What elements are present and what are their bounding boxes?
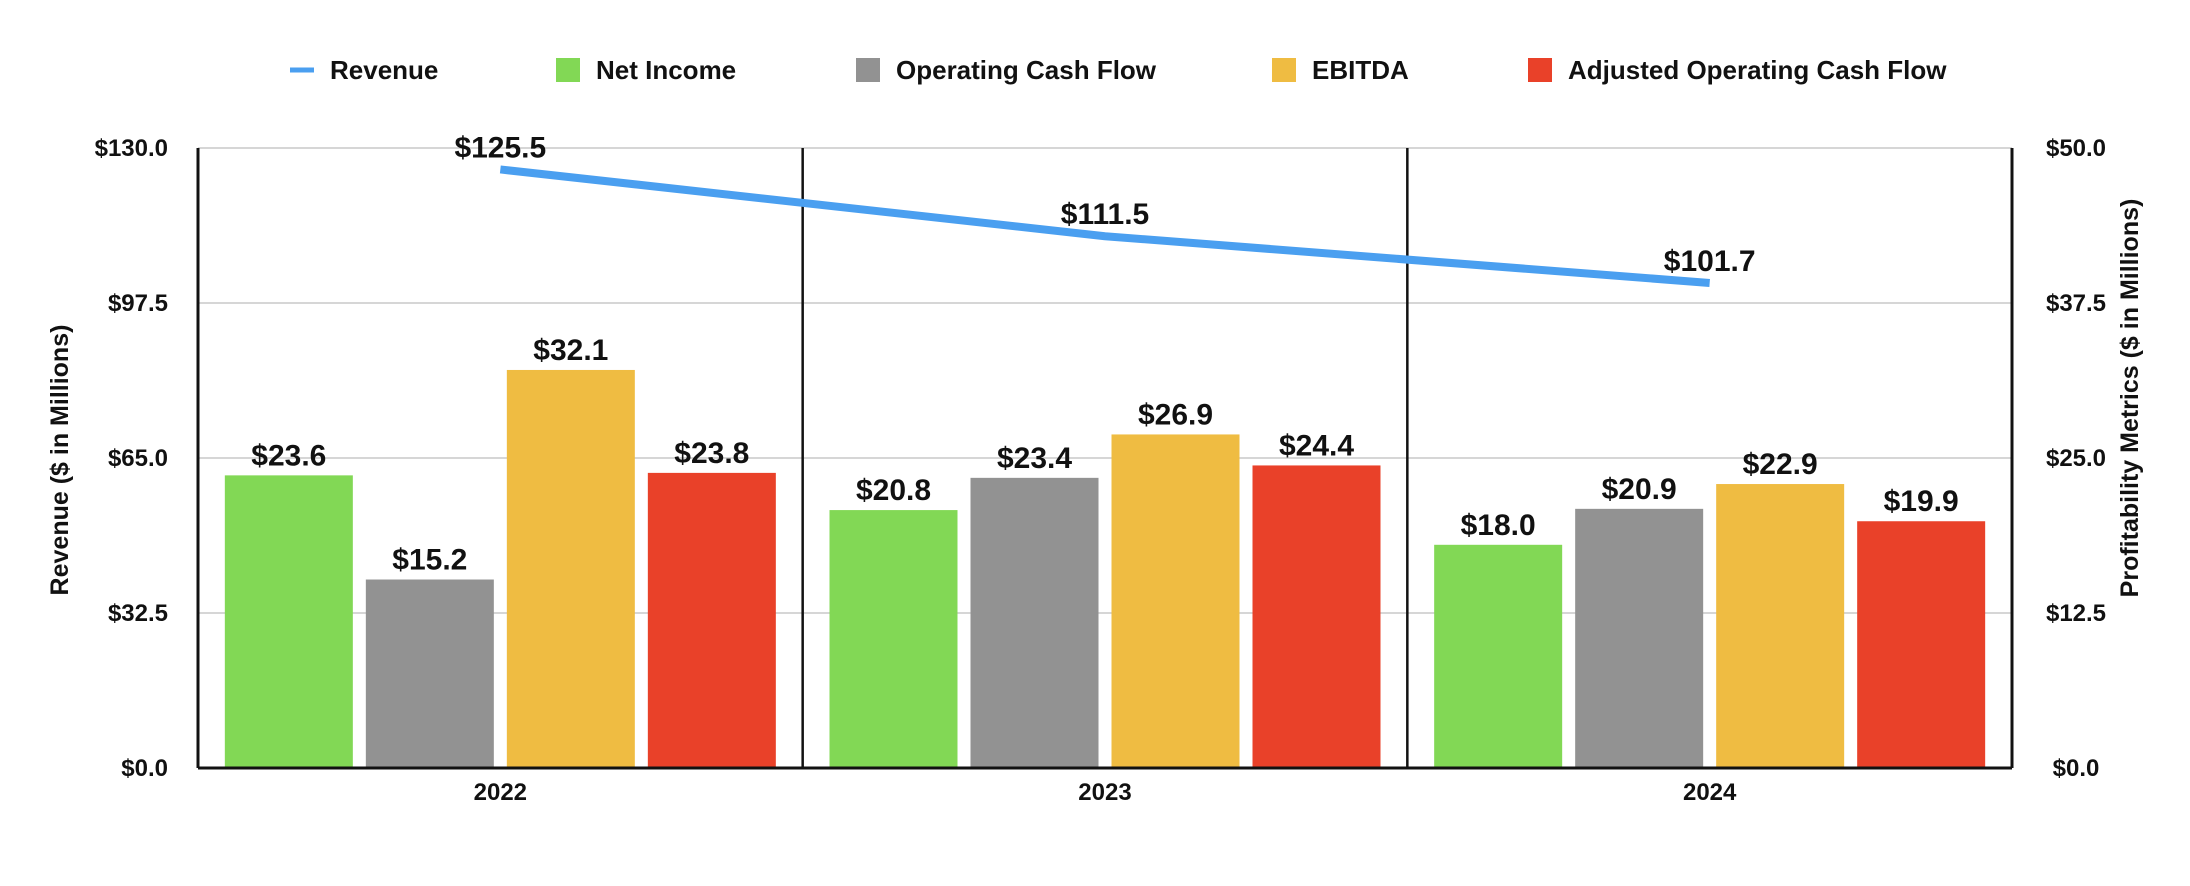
bar-ebitda-2023 <box>1111 434 1240 768</box>
x-tick-label: 2024 <box>1683 779 1737 806</box>
data-label-ebitda: $26.9 <box>1138 398 1213 431</box>
axes <box>196 148 2014 770</box>
bar-operating-cash-flow-2022 <box>365 579 494 768</box>
legend-label-ebitda: EBITDA <box>1312 55 1409 85</box>
x-tick-label: 2022 <box>474 779 527 806</box>
data-label-ebitda: $32.1 <box>533 334 608 367</box>
bar-net-income-2024 <box>1434 544 1563 768</box>
legend-swatch-net-income <box>556 58 580 82</box>
legend-swatch-operating-cash-flow <box>856 58 880 82</box>
data-label-net-income: $23.6 <box>251 439 326 472</box>
data-label-adjusted-operating-cash-flow: $19.9 <box>1884 485 1959 518</box>
legend: Revenue Net Income Operating Cash Flow EBIT… <box>290 55 1947 85</box>
data-label-operating-cash-flow: $15.2 <box>392 544 467 577</box>
y-axis-right-title: Profitability Metrics ($ in Millions) <box>2116 199 2144 598</box>
y-right-tick-label: $12.5 <box>2046 600 2106 627</box>
data-label-revenue: $101.7 <box>1664 245 1756 278</box>
data-label-ebitda: $22.9 <box>1743 448 1818 481</box>
data-label-operating-cash-flow: $20.9 <box>1602 473 1677 506</box>
bar-net-income-2022 <box>224 475 353 768</box>
bar-net-income-2023 <box>829 510 958 768</box>
bar-adjusted-operating-cash-flow-2022 <box>647 472 776 768</box>
y-left-tick-label: $0.0 <box>121 755 168 782</box>
tick-labels: $0.0 $0.0 $32.5 $12.5 $65.0 $25.0 $97.5 $37.5 $1… <box>95 135 2106 806</box>
bar-ebitda-2022 <box>506 369 635 768</box>
legend-swatch-adjusted-operating-cash-flow <box>1528 58 1552 82</box>
y-right-tick-label: $25.0 <box>2046 445 2106 472</box>
value-labels: $23.6 $15.2 $32.1 $23.8 $20.8 $23.4 $26.9 $24.4… <box>251 131 1958 576</box>
y-left-tick-label: $97.5 <box>108 290 168 317</box>
data-label-revenue: $125.5 <box>454 131 546 164</box>
data-label-revenue: $111.5 <box>1061 198 1149 231</box>
bar-operating-cash-flow-2024 <box>1575 508 1704 768</box>
x-tick-label: 2023 <box>1078 779 1131 806</box>
y-right-tick-label: $0.0 <box>2053 755 2100 782</box>
legend-label-net-income: Net Income <box>596 55 736 85</box>
bar-adjusted-operating-cash-flow-2023 <box>1252 465 1381 768</box>
y-left-tick-label: $65.0 <box>108 445 168 472</box>
data-label-net-income: $18.0 <box>1461 509 1536 542</box>
data-label-net-income: $20.8 <box>856 474 931 507</box>
bars <box>224 369 1986 768</box>
bar-operating-cash-flow-2023 <box>970 477 1099 768</box>
gridlines <box>198 147 2012 614</box>
y-left-tick-label: $130.0 <box>95 135 168 162</box>
data-label-operating-cash-flow: $23.4 <box>997 442 1072 475</box>
bar-adjusted-operating-cash-flow-2024 <box>1857 521 1986 768</box>
bar-ebitda-2024 <box>1716 484 1845 768</box>
legend-label-operating-cash-flow: Operating Cash Flow <box>896 55 1157 85</box>
line-revenue <box>499 165 1710 287</box>
revenue-line <box>499 165 1710 287</box>
category-dividers <box>801 148 1409 768</box>
y-axis-left-title: Revenue ($ in Millions) <box>46 325 74 596</box>
legend-label-adjusted-operating-cash-flow: Adjusted Operating Cash Flow <box>1568 55 1947 85</box>
y-right-tick-label: $37.5 <box>2046 290 2106 317</box>
y-right-tick-label: $50.0 <box>2046 135 2106 162</box>
data-label-adjusted-operating-cash-flow: $24.4 <box>1279 429 1354 462</box>
data-label-adjusted-operating-cash-flow: $23.8 <box>674 437 749 470</box>
legend-swatch-ebitda <box>1272 58 1296 82</box>
y-left-tick-label: $32.5 <box>108 600 168 627</box>
legend-label-revenue: Revenue <box>330 55 438 85</box>
